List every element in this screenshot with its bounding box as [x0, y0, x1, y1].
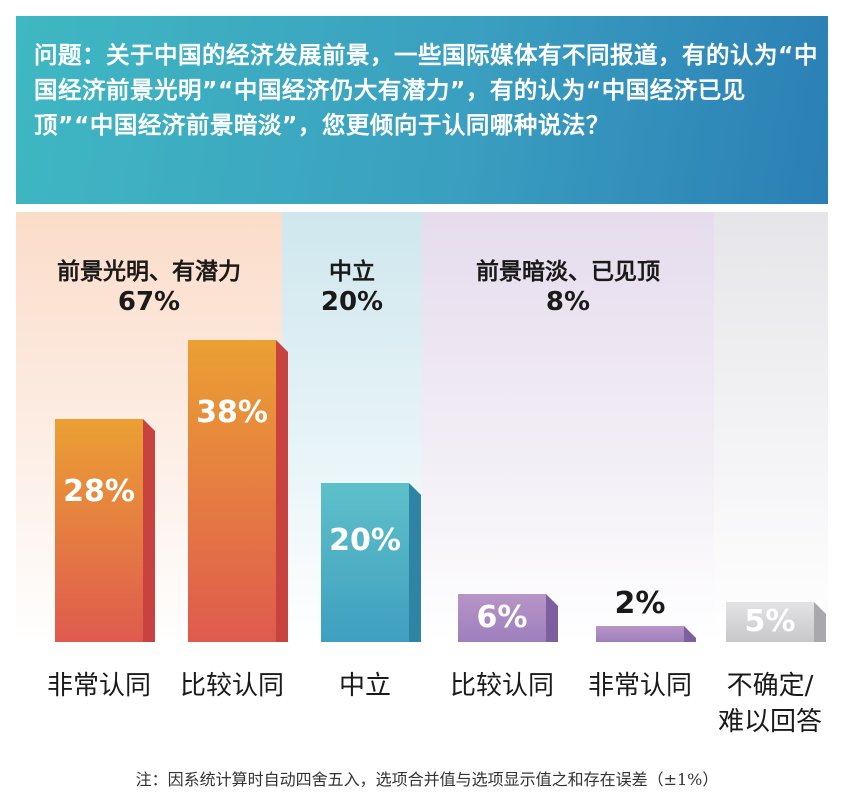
group-value-negative: 8%: [545, 287, 591, 317]
bar-1: 28%: [55, 419, 155, 642]
bar-4: 6%: [458, 594, 558, 642]
bar-side-4: [546, 594, 558, 642]
bar-2: 38%: [188, 340, 288, 642]
category-label: 比较认同: [449, 671, 554, 701]
group-value-neutral: 20%: [320, 287, 384, 317]
bar-value-label: 20%: [329, 523, 401, 558]
bar-chart: 前景光明、有潜力 67% 中立 20% 前景暗淡、已见顶 8% 28% 38% 20…: [16, 212, 828, 652]
bar-5: 2%: [596, 586, 696, 642]
bar-value-label: 2%: [614, 586, 666, 621]
group-value-positive: 67%: [117, 287, 181, 317]
group-label-neutral: 中立: [329, 259, 375, 285]
section-unsure-background: [714, 212, 828, 642]
bar-value-label: 6%: [476, 600, 528, 635]
question-banner: 问题：关于中国的经济发展前景，一些国际媒体有不同报道，有的认为“中国经济前景光明…: [16, 16, 828, 204]
category-label: 不确定/ 难以回答: [717, 671, 822, 737]
bar-side-3: [409, 483, 421, 642]
category-label: 非常认同: [587, 671, 692, 701]
section-negative-background: [422, 212, 714, 642]
question-text: 问题：关于中国的经济发展前景，一些国际媒体有不同报道，有的认为“中国经济前景光明…: [34, 41, 818, 139]
bar-value-label: 5%: [744, 604, 796, 639]
bar-value-label: 28%: [63, 474, 135, 509]
category-label: 中立: [338, 671, 391, 701]
bar-side-2: [276, 340, 288, 642]
footnote: 注：因系统计算时自动四舍五入，选项合并值与选项显示值之和存在误差（±1%）: [135, 770, 719, 789]
bar-6: 5%: [726, 602, 826, 642]
bar-3: 20%: [321, 483, 421, 642]
bar-value-label: 38%: [196, 395, 268, 430]
bar-side-6: [814, 602, 826, 642]
category-label: 非常认同: [46, 671, 151, 701]
category-label: 比较认同: [179, 671, 284, 701]
bar-side-1: [143, 419, 155, 642]
group-label-negative: 前景暗淡、已见顶: [476, 259, 660, 285]
group-label-positive: 前景光明、有潜力: [57, 259, 241, 285]
